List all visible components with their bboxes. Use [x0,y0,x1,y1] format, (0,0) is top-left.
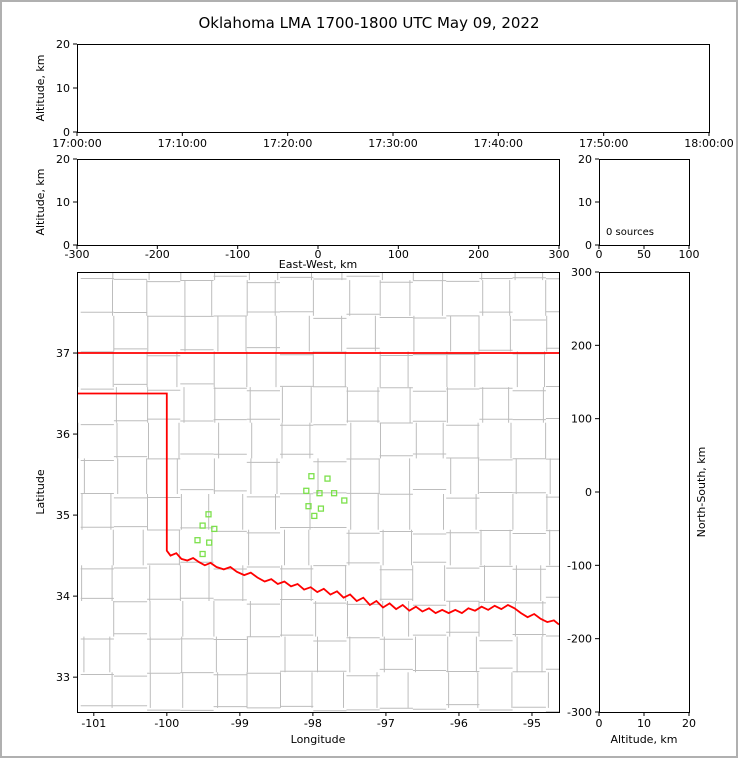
lma-station-marker [341,497,348,504]
ew_height-xtick-label: 100 [388,248,409,261]
lma-stations [194,473,348,558]
plan_view-ylabel: Latitude [34,469,47,515]
ns_height-ylabel-right: North-South, km [695,447,708,538]
lma-station-marker [311,512,318,520]
ew_height-xlabel: East-West, km [279,258,357,271]
src_height-ytick-label: 20 [578,153,592,166]
time_height-xtick-label: 17:40:00 [474,137,523,150]
ns_height-ytick-label: -200 [567,633,592,646]
plan_view-ytick-label: 35 [56,509,70,522]
lma-station-marker [205,511,212,518]
lma-station-marker [303,487,310,494]
plan_view-xlabel: Longitude [291,733,346,746]
state-border-line [77,392,559,626]
lma-station-marker [305,503,312,510]
ew_height-frame [77,159,560,246]
ns_height-ytick-label: 100 [571,413,592,426]
plan_view-xtick-label: -95 [523,717,541,730]
ns_height-ytick-label: 300 [571,266,592,279]
time_height-ytick-label: 0 [63,126,70,139]
lma-station-marker [330,490,338,497]
ew_height-xtick-label: -100 [225,248,250,261]
ew_height-xtick-label: 200 [468,248,489,261]
map-content [77,272,559,712]
plan_view-xtick-label: -96 [450,717,468,730]
ew_height-xtick-label: -300 [65,248,90,261]
lma-station-marker [211,525,218,533]
plan_view-ytick-label: 37 [56,347,70,360]
ns_height-xtick-label: 0 [596,717,603,730]
plan_view-ytick-label: 36 [56,428,70,441]
ns_height-xlabel: Altitude, km [610,733,677,746]
time_height-xtick-label: 17:10:00 [158,137,207,150]
time_height-frame [77,44,710,133]
lma-station-marker [194,537,201,544]
county-boundaries [77,272,559,712]
northsouth-altitude-panel: 0 10 20 -300 -200 -100 0 100 200 300 Altitude, km N… [567,266,708,746]
time_height-ytick-label: 10 [56,82,70,95]
plan_view-ytick-label: 34 [56,590,70,603]
src_height-ytick-label: 0 [585,239,592,252]
plan_view-xtick-label: -100 [154,717,179,730]
oklahoma-state-border [77,352,559,626]
plan-view-map-panel: -101 -100 -99 -98 -97 -96 -95 33 34 35 36 37 Longitu… [34,272,560,746]
lma-station-marker [317,505,325,512]
ew_height-ylabel: Altitude, km [34,168,47,235]
time_height-xtick-label: 17:30:00 [368,137,417,150]
ew_height-xtick-label: 0 [315,248,322,261]
time_height-ytick-label: 20 [56,38,70,51]
src_height-ytick-label: 10 [578,196,592,209]
lma-station-marker [206,539,213,546]
ew_height-xtick-label: -200 [145,248,170,261]
ew_height-ytick-label: 10 [56,196,70,209]
time_height-xtick-label: 17:00:00 [52,137,101,150]
ns_height-xtick-label: 10 [637,717,651,730]
ew_height-ytick-label: 20 [56,153,70,166]
time_height-xtick-label: 17:20:00 [263,137,312,150]
plan_view-xtick-label: -97 [377,717,395,730]
ew_height-ytick-label: 0 [63,239,70,252]
plan_view-xtick-label: -99 [231,717,249,730]
ns_height-ytick-label: 200 [571,339,592,352]
plan_view-xtick-label: -98 [304,717,322,730]
lma-station-marker [199,550,206,558]
lma-station-marker [199,522,206,529]
time-altitude-panel: 17:00:00 17:10:00 17:20:00 17:30:00 17:40:00… [34,38,734,150]
lma-station-marker [308,473,315,480]
ns_height-ytick-label: 0 [585,486,592,499]
ns_height-xtick-label: 20 [682,717,696,730]
time_height-xtick-label: 17:50:00 [579,137,628,150]
eastwest-altitude-panel: -300 -200 -100 0 100 200 300 0 10 20 East-West, km… [34,153,570,271]
plan_view-xtick-label: -101 [81,717,106,730]
plan_view-frame [77,272,560,713]
time_height-ylabel: Altitude, km [34,54,47,121]
ns_height-ytick-label: -100 [567,559,592,572]
plot-title: Oklahoma LMA 1700-1800 UTC May 09, 2022 [198,14,540,32]
ns_height-frame [599,272,690,713]
src_height-xtick-label: 0 [596,248,603,261]
time_height-xtick-label: 18:00:00 [684,137,733,150]
lma-station-marker [324,475,331,482]
lma-station-marker [316,490,323,497]
source-count-panel: 0 50 100 0 10 20 0 sources [578,153,700,261]
plan_view-ytick-label: 33 [56,671,70,684]
source-count-annotation: 0 sources [606,227,654,238]
ns_height-ytick-label: -300 [567,706,592,719]
src_height-xtick-label: 100 [679,248,700,261]
src_height-xtick-label: 50 [637,248,651,261]
ew_height-xtick-label: 300 [549,248,570,261]
